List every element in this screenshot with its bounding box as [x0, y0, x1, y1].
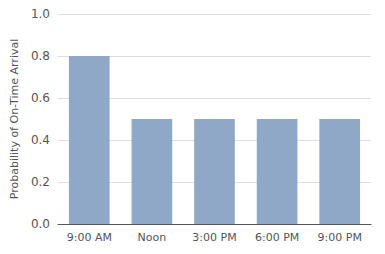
svg-text:0.8: 0.8	[31, 49, 50, 63]
svg-text:0.0: 0.0	[31, 217, 50, 231]
svg-text:0.4: 0.4	[31, 133, 50, 147]
svg-text:1.0: 1.0	[31, 7, 50, 21]
svg-text:Noon: Noon	[138, 231, 167, 244]
svg-text:9:00 AM: 9:00 AM	[67, 231, 112, 244]
svg-text:0.2: 0.2	[31, 175, 50, 189]
svg-text:6:00 PM: 6:00 PM	[255, 231, 299, 244]
svg-text:9:00 PM: 9:00 PM	[318, 231, 362, 244]
svg-text:Probability of On-Time Arrival: Probability of On-Time Arrival	[8, 39, 21, 200]
svg-text:0.6: 0.6	[31, 91, 50, 105]
svg-text:3:00 PM: 3:00 PM	[192, 231, 236, 244]
